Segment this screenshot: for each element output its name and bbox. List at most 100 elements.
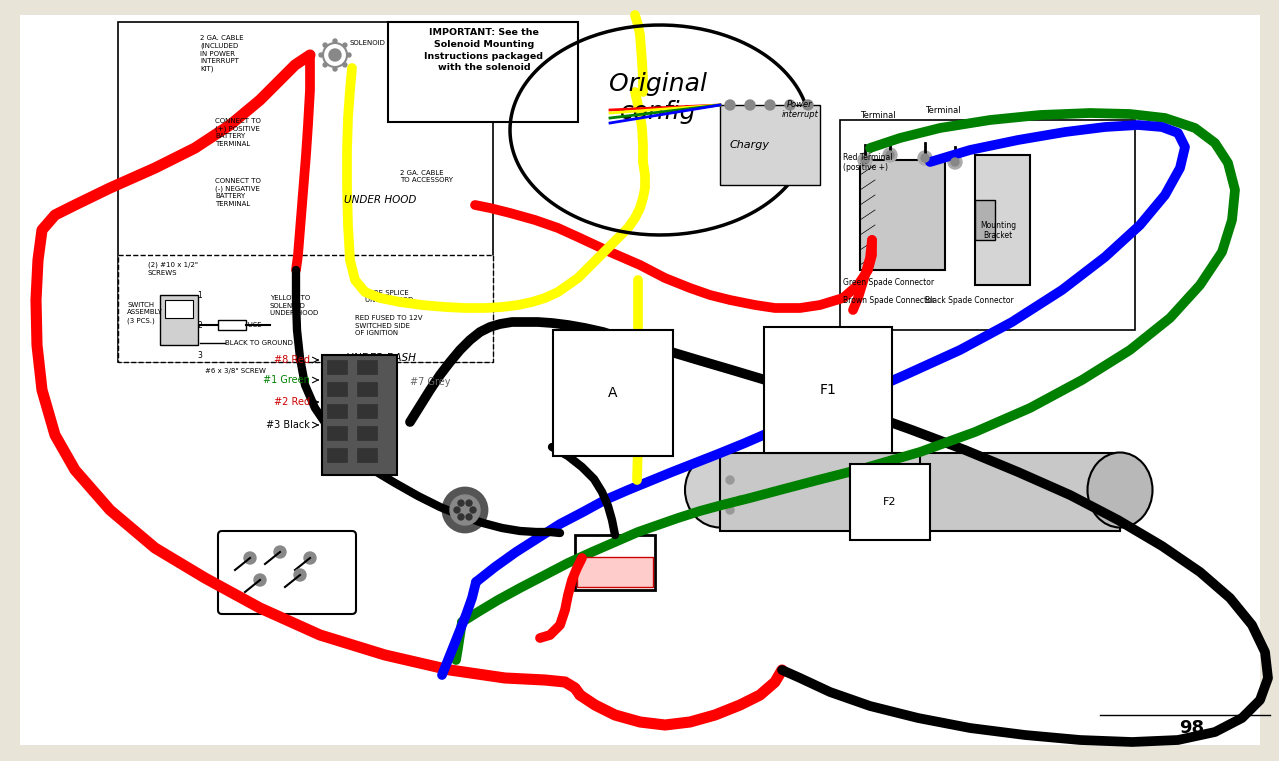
- Text: #2 Red: #2 Red: [274, 397, 310, 407]
- FancyBboxPatch shape: [217, 531, 356, 614]
- Text: Mounting
Bracket: Mounting Bracket: [980, 221, 1016, 240]
- Bar: [357, 426, 377, 440]
- Circle shape: [918, 151, 932, 165]
- Bar: [388, 22, 578, 122]
- Text: IMPORTANT: See the
Solenoid Mounting
Instructions packaged
with the solenoid: IMPORTANT: See the Solenoid Mounting Ins…: [425, 28, 544, 72]
- Circle shape: [952, 158, 959, 166]
- Circle shape: [343, 63, 347, 67]
- Ellipse shape: [888, 453, 953, 527]
- Circle shape: [347, 53, 350, 57]
- Ellipse shape: [686, 453, 755, 527]
- Circle shape: [318, 53, 324, 57]
- Bar: [720, 453, 920, 531]
- Circle shape: [343, 43, 347, 47]
- Circle shape: [454, 507, 460, 513]
- Bar: [118, 255, 492, 362]
- Circle shape: [466, 500, 472, 506]
- Circle shape: [443, 488, 487, 532]
- Text: #7 Grey: #7 Grey: [411, 377, 450, 387]
- Circle shape: [735, 496, 744, 504]
- Text: Power
interrupt: Power interrupt: [781, 100, 819, 119]
- Text: #1 Green: #1 Green: [263, 375, 310, 385]
- Text: 1: 1: [198, 291, 202, 300]
- Bar: [975, 155, 1030, 285]
- Text: Original
config: Original config: [609, 72, 707, 124]
- Text: Terminal: Terminal: [861, 111, 895, 120]
- Text: UNDER HOOD: UNDER HOOD: [344, 195, 416, 205]
- Circle shape: [785, 100, 796, 110]
- Bar: [357, 382, 377, 396]
- Ellipse shape: [1087, 453, 1152, 527]
- Circle shape: [726, 506, 734, 514]
- Circle shape: [803, 100, 813, 110]
- Bar: [357, 360, 377, 374]
- Circle shape: [324, 43, 327, 47]
- Circle shape: [294, 569, 306, 581]
- Circle shape: [324, 63, 327, 67]
- Text: 5 AMP FUSE: 5 AMP FUSE: [220, 322, 262, 328]
- Circle shape: [244, 552, 256, 564]
- Circle shape: [450, 495, 480, 525]
- Text: Black Spade Connector: Black Spade Connector: [925, 296, 1014, 305]
- Text: CONNECT TO
(+) POSITIVE
BATTERY
TERMINAL: CONNECT TO (+) POSITIVE BATTERY TERMINAL: [215, 118, 261, 147]
- Bar: [357, 448, 377, 462]
- Bar: [576, 535, 655, 590]
- Bar: [920, 453, 1120, 531]
- Text: Red Terminal
(positive +): Red Terminal (positive +): [843, 153, 893, 172]
- Circle shape: [948, 155, 962, 169]
- Bar: [160, 295, 198, 345]
- Text: Chargy: Chargy: [730, 140, 770, 150]
- Circle shape: [861, 156, 868, 164]
- Text: A: A: [609, 386, 618, 400]
- Text: F2: F2: [884, 497, 897, 507]
- Text: SOLENOID: SOLENOID: [350, 40, 386, 46]
- Bar: [217, 320, 246, 330]
- Text: SWITCH
ASSEMBLY
(3 PCS.): SWITCH ASSEMBLY (3 PCS.): [127, 302, 162, 323]
- Bar: [327, 382, 347, 396]
- Bar: [840, 120, 1134, 330]
- Text: F1: F1: [820, 383, 836, 397]
- Text: #6 x 3/8" SCREW: #6 x 3/8" SCREW: [205, 368, 266, 374]
- Bar: [327, 448, 347, 462]
- Text: Brown Spade Connector: Brown Spade Connector: [843, 296, 935, 305]
- Bar: [577, 557, 654, 587]
- Text: WIRE SPLICE
UNDER HOOD: WIRE SPLICE UNDER HOOD: [365, 290, 413, 304]
- FancyBboxPatch shape: [20, 15, 1260, 745]
- Text: Green Spade Connector: Green Spade Connector: [843, 278, 934, 287]
- Circle shape: [458, 514, 464, 520]
- Text: Terminal: Terminal: [925, 106, 961, 115]
- Text: BLACK TO GROUND: BLACK TO GROUND: [225, 340, 293, 346]
- Circle shape: [883, 148, 897, 162]
- Bar: [720, 105, 820, 185]
- Text: 2: 2: [198, 320, 202, 330]
- Text: 2 GA. CABLE
TO ACCESSORY: 2 GA. CABLE TO ACCESSORY: [400, 170, 453, 183]
- Circle shape: [274, 546, 286, 558]
- Circle shape: [255, 574, 266, 586]
- Circle shape: [921, 154, 929, 162]
- Text: RED FUSED TO 12V
SWITCHED SIDE
OF IGNITION: RED FUSED TO 12V SWITCHED SIDE OF IGNITI…: [356, 315, 422, 336]
- Text: #3 Black: #3 Black: [266, 420, 310, 430]
- Circle shape: [329, 49, 341, 61]
- Text: 98: 98: [1179, 719, 1205, 737]
- Text: 3: 3: [197, 351, 202, 359]
- Bar: [327, 404, 347, 418]
- Bar: [859, 160, 945, 270]
- Bar: [975, 200, 995, 240]
- Bar: [322, 355, 396, 475]
- Text: (2) #10 x 1/2"
SCREWS: (2) #10 x 1/2" SCREWS: [148, 262, 198, 276]
- Bar: [327, 360, 347, 374]
- Circle shape: [333, 39, 336, 43]
- Circle shape: [458, 500, 464, 506]
- Circle shape: [466, 514, 472, 520]
- Circle shape: [304, 552, 316, 564]
- Bar: [327, 426, 347, 440]
- Bar: [118, 22, 492, 362]
- Text: UNDER DASH: UNDER DASH: [347, 353, 416, 363]
- Circle shape: [726, 476, 734, 484]
- Circle shape: [469, 507, 476, 513]
- Circle shape: [744, 100, 755, 110]
- Polygon shape: [510, 25, 810, 235]
- Circle shape: [858, 153, 872, 167]
- Circle shape: [765, 100, 775, 110]
- Bar: [165, 300, 193, 318]
